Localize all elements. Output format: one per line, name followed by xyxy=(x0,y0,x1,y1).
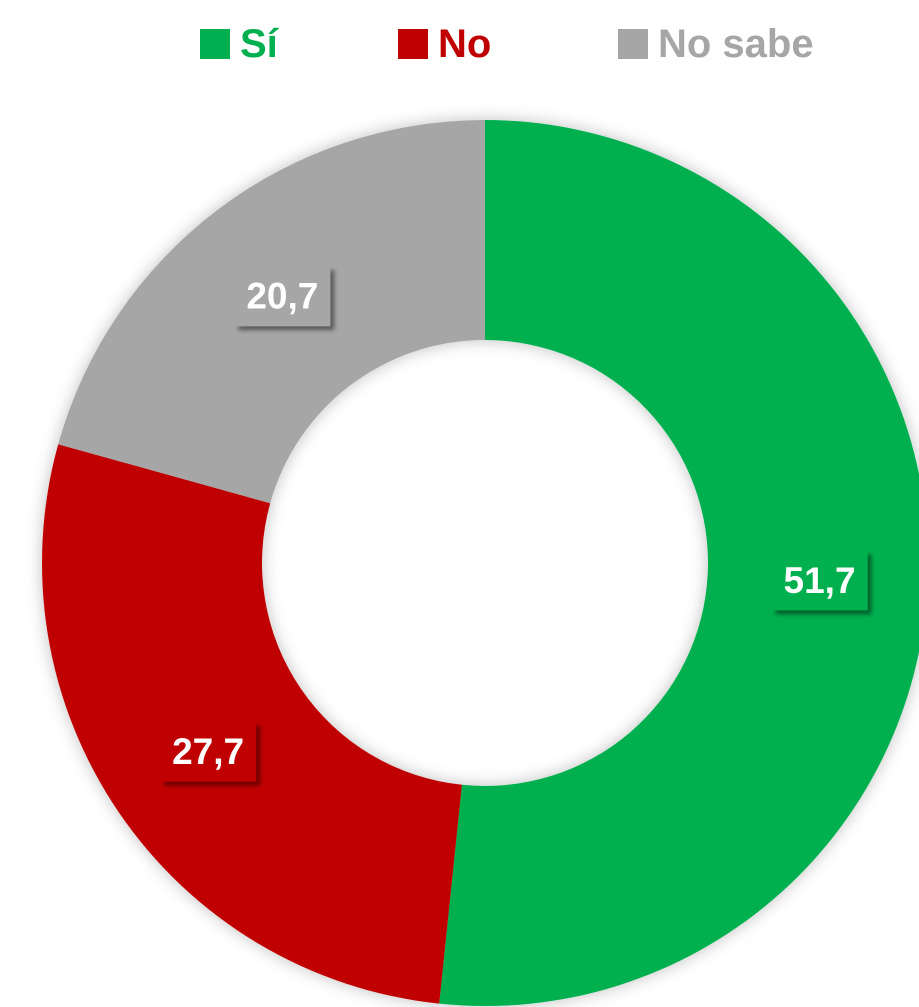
legend-swatch xyxy=(398,29,428,59)
data-label: 51,7 xyxy=(784,560,856,601)
legend-swatch xyxy=(618,29,648,59)
legend-label: No sabe xyxy=(658,22,814,66)
data-label: 27,7 xyxy=(172,731,244,772)
legend-label: No xyxy=(438,22,491,66)
data-label-box xyxy=(771,550,868,611)
data-label-box xyxy=(234,266,331,327)
donut-segment xyxy=(439,120,919,1006)
legend: Sí No No sabe xyxy=(200,22,814,66)
legend-label: Sí xyxy=(240,22,280,66)
legend-swatch xyxy=(200,29,230,59)
data-labels: 51,7 27,7 20,7 xyxy=(160,266,868,782)
data-label-box xyxy=(160,721,257,782)
data-label: 20,7 xyxy=(246,276,318,317)
